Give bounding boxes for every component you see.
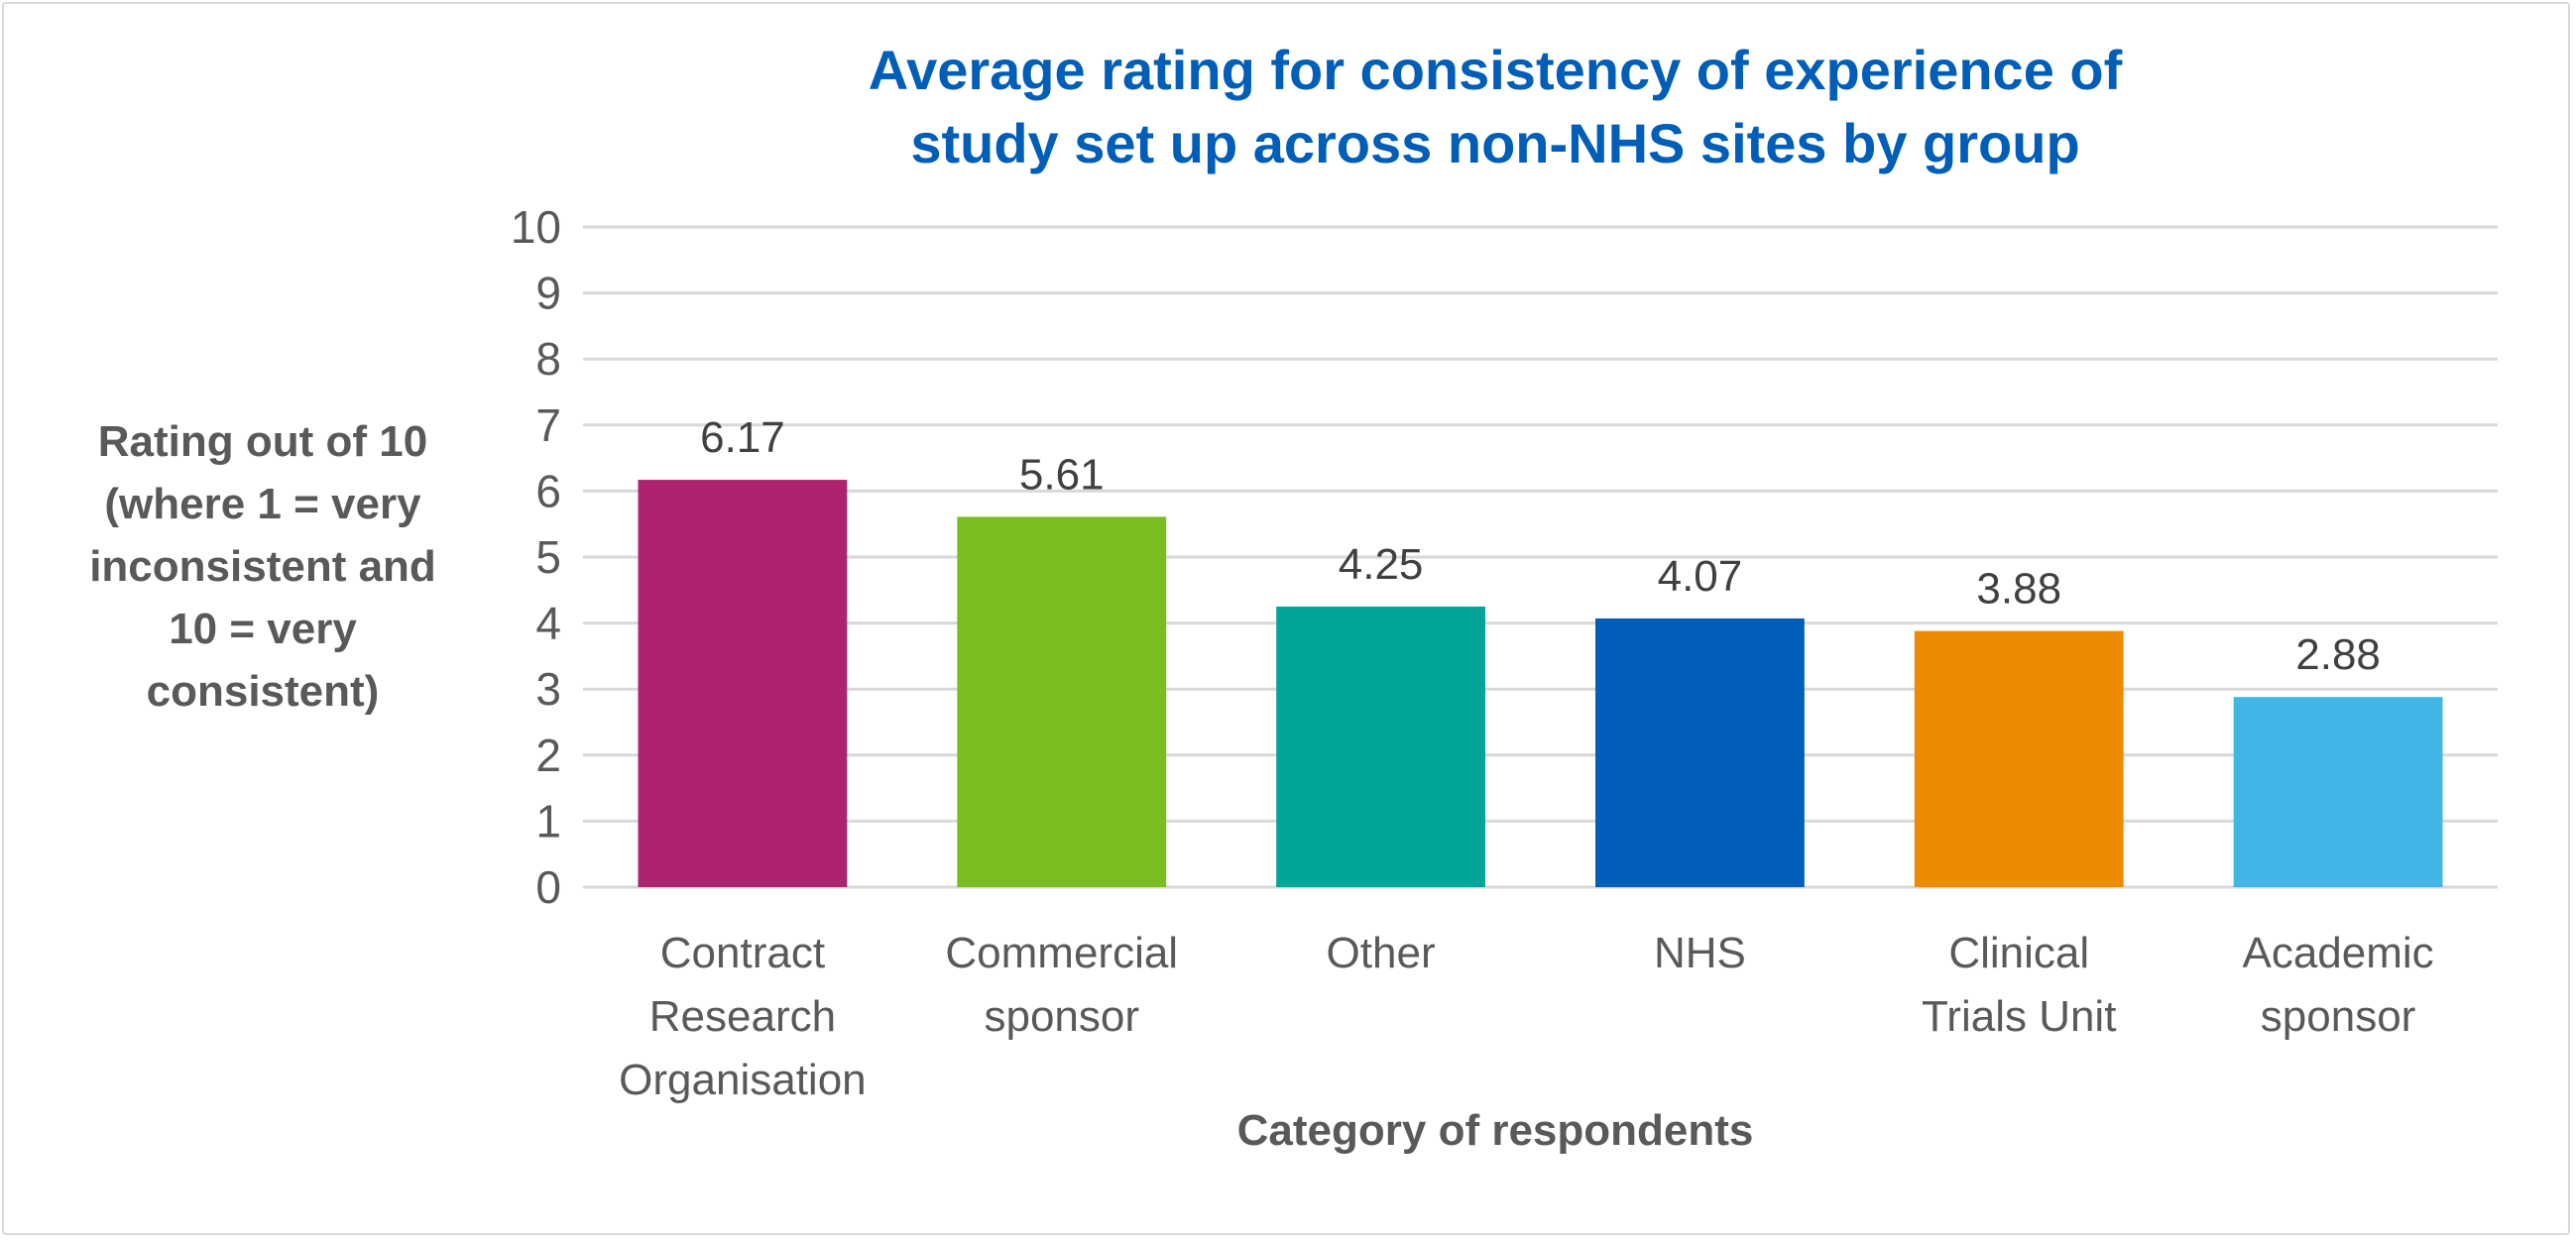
data-label: 3.88 <box>1976 565 2061 614</box>
bar <box>2233 697 2443 887</box>
data-label: 4.07 <box>1658 552 1743 601</box>
y-tick-label: 0 <box>535 861 561 913</box>
x-tick-label: Organisation <box>619 1056 866 1104</box>
data-label: 2.88 <box>2295 630 2381 679</box>
x-tick-label: Trials Unit <box>1922 992 2116 1041</box>
y-tick-label: 5 <box>535 531 561 583</box>
y-tick-label: 4 <box>535 598 561 649</box>
data-label: 5.61 <box>1019 450 1105 499</box>
y-axis-title: inconsistent and <box>89 542 436 591</box>
data-label: 6.17 <box>700 413 785 462</box>
y-tick-label: 6 <box>535 465 561 516</box>
x-tick-label: sponsor <box>2261 992 2416 1041</box>
y-tick-label: 2 <box>535 730 561 781</box>
y-tick-label: 3 <box>535 663 561 715</box>
x-tick-label: Academic <box>2242 929 2433 977</box>
y-tick-label: 9 <box>535 268 561 319</box>
bar <box>638 480 848 887</box>
y-tick-label: 7 <box>535 399 561 451</box>
chart-title: study set up across non-NHS sites by gro… <box>910 112 2079 174</box>
y-axis-title: 10 = very <box>169 605 357 653</box>
bar <box>1276 606 1485 887</box>
y-tick-label: 1 <box>535 795 561 846</box>
y-axis-title: (where 1 = very <box>104 480 421 528</box>
data-label: 4.25 <box>1339 540 1424 589</box>
y-axis-title: Rating out of 10 <box>98 417 427 466</box>
x-tick-label: Commercial <box>945 929 1178 977</box>
x-tick-label: Clinical <box>1948 929 2089 977</box>
chart-title: Average rating for consistency of experi… <box>869 39 2123 101</box>
x-tick-label: Contract <box>660 929 825 977</box>
x-tick-label: Research <box>649 992 836 1041</box>
y-tick-label: 10 <box>511 201 561 253</box>
x-tick-label: NHS <box>1654 929 1746 977</box>
y-axis-title: consistent) <box>147 667 380 716</box>
x-tick-label: sponsor <box>984 992 1139 1041</box>
x-tick-label: Other <box>1327 929 1436 977</box>
x-axis-title: Category of respondents <box>1237 1106 1754 1155</box>
bar <box>1595 618 1805 887</box>
y-tick-label: 8 <box>535 333 561 385</box>
bar <box>957 516 1167 887</box>
bar <box>1914 630 2124 887</box>
